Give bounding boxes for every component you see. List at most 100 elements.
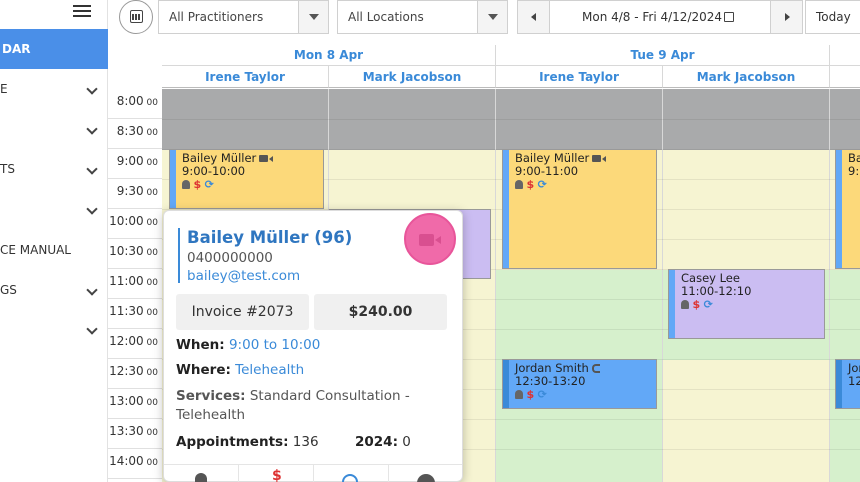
- sidebar-item-2[interactable]: [0, 119, 108, 139]
- practitioners-dropdown-button[interactable]: [298, 1, 328, 33]
- locations-select-value: All Locations: [348, 10, 424, 24]
- time-label: 10:00 00: [108, 209, 162, 239]
- practitioner-header: Irene Taylor: [162, 66, 329, 88]
- practitioner-header: Mark Jacobson: [329, 66, 496, 88]
- grid-line: [162, 449, 860, 450]
- bell-icon: [182, 180, 190, 189]
- dollar-icon: $: [193, 178, 202, 191]
- today-button[interactable]: Today: [805, 0, 860, 34]
- when-value[interactable]: 9:00 to 10:00: [228, 337, 321, 353]
- appointment-status-bar: [503, 150, 509, 268]
- invoice-button[interactable]: Invoice #2073: [176, 294, 309, 330]
- appointment-time: 9:00-10:00: [182, 164, 246, 178]
- sidebar-item-label: E: [0, 82, 8, 96]
- chevron-down-icon: [86, 203, 98, 215]
- grid-line: [162, 299, 860, 300]
- locations-dropdown-button[interactable]: [477, 1, 507, 33]
- reminder-button[interactable]: [164, 465, 239, 482]
- hamburger-menu-icon[interactable]: [73, 2, 91, 18]
- caret-down-icon: [488, 14, 498, 20]
- where-value[interactable]: Telehealth: [235, 362, 305, 378]
- day-header-tue: Tue 9 Apr: [496, 45, 830, 66]
- time-label: 13:30 00: [108, 419, 162, 449]
- phone-icon: [591, 364, 600, 373]
- appointment-time: 9:0: [848, 164, 860, 178]
- video-icon: [419, 234, 441, 246]
- appointment-block[interactable]: Bai 9:0: [835, 149, 860, 269]
- practitioner-header: Irene Taylor: [496, 66, 663, 88]
- appointment-block[interactable]: Jor 12:: [835, 359, 860, 409]
- schedule-column-next[interactable]: [830, 89, 860, 482]
- locations-select[interactable]: All Locations: [337, 0, 508, 34]
- practitioners-select-value: All Practitioners: [169, 10, 264, 24]
- appointment-name: Bai: [848, 151, 860, 165]
- sidebar-item-3[interactable]: TS: [0, 159, 108, 179]
- previous-week-button[interactable]: [518, 1, 550, 33]
- next-week-button[interactable]: [770, 1, 802, 33]
- appointment-name: Bailey Müller: [182, 151, 257, 165]
- date-range-picker[interactable]: Mon 4/8 - Fri 4/12/2024: [517, 0, 803, 34]
- chevron-right-icon: [785, 13, 790, 21]
- calendar-icon: [130, 10, 143, 23]
- time-label: 10:30 00: [108, 239, 162, 269]
- calendar-picker-button[interactable]: [119, 0, 153, 34]
- sidebar-item-settings[interactable]: GS: [0, 280, 108, 300]
- time-label: 8:00 00: [108, 89, 162, 119]
- chevron-down-icon: [86, 163, 98, 175]
- appointment-name: Jordan Smith: [515, 361, 589, 375]
- time-label: 12:30 00: [108, 359, 162, 389]
- sidebar-item-calendar[interactable]: DAR: [0, 29, 108, 69]
- where-row: Where: Telehealth: [176, 362, 305, 378]
- practitioners-select[interactable]: All Practitioners: [158, 0, 329, 34]
- join-video-call-button[interactable]: [404, 213, 456, 265]
- year-count-row: 2024: 0: [355, 434, 411, 450]
- sidebar-item-label: GS: [0, 283, 17, 297]
- billing-button[interactable]: $: [239, 465, 314, 482]
- grid-line: [162, 329, 860, 330]
- appointment-block[interactable]: Casey Lee 11:00-12:10 $ ⟳: [668, 269, 825, 339]
- grid-line: [162, 419, 860, 420]
- sidebar-item-4[interactable]: [0, 199, 108, 219]
- repeat-button[interactable]: [314, 465, 389, 482]
- appointment-status-bar: [669, 270, 675, 338]
- sidebar-item-manual[interactable]: CE MANUAL: [0, 240, 108, 260]
- appointment-status-bar: [170, 150, 176, 208]
- chevron-down-icon: [86, 284, 98, 296]
- grid-line: [162, 119, 860, 120]
- chevron-down-icon: [86, 323, 98, 335]
- appointment-block[interactable]: Bailey Müller 9:00-11:00 $ ⟳: [502, 149, 657, 269]
- status-button[interactable]: [389, 465, 464, 482]
- sidebar-item-1[interactable]: E: [0, 79, 108, 99]
- appointment-name: Casey Lee: [681, 271, 740, 285]
- practitioner-header: Mark Jacobson: [663, 66, 830, 88]
- appointment-name: Jor: [848, 361, 860, 375]
- repeat-icon: ⟳: [537, 388, 547, 401]
- calendar-icon: [724, 12, 734, 22]
- sidebar-item-7[interactable]: [0, 319, 108, 339]
- time-label: 11:30 00: [108, 299, 162, 329]
- appointment-time: 9:00-11:00: [515, 164, 579, 178]
- schedule-column-irene-tue[interactable]: [496, 89, 663, 482]
- patient-name-link[interactable]: Bailey Müller (96): [187, 228, 353, 247]
- patient-phone: 0400000000: [187, 250, 273, 266]
- time-label: 9:30 00: [108, 179, 162, 209]
- patient-email-link[interactable]: bailey@test.com: [187, 268, 301, 284]
- year-count: 0: [402, 434, 411, 450]
- appointment-block[interactable]: Jordan Smith 12:30-13:20 $ ⟳: [502, 359, 657, 409]
- amount-button[interactable]: $240.00: [314, 294, 447, 330]
- appointment-status-bar: [503, 360, 509, 408]
- chevron-left-icon: [531, 13, 536, 21]
- date-range-label[interactable]: Mon 4/8 - Fri 4/12/2024: [582, 10, 723, 24]
- appointment-time: 12:30-13:20: [515, 374, 586, 388]
- appointment-status-bar: [836, 150, 842, 268]
- appointment-block[interactable]: Bailey Müller 9:00-10:00 $ ⟳: [169, 149, 324, 209]
- day-header-mon: Mon 8 Apr: [162, 45, 496, 66]
- appointment-status-bar: [836, 360, 842, 408]
- day-header-next: [830, 45, 860, 66]
- repeat-icon: ⟳: [537, 178, 547, 191]
- sidebar-item-label: CE MANUAL: [0, 243, 71, 257]
- popover-accent: [178, 228, 180, 283]
- dollar-icon: $: [692, 298, 701, 311]
- status-icon: [417, 474, 435, 482]
- services-value: Standard Consultation - Telehealth: [176, 388, 410, 423]
